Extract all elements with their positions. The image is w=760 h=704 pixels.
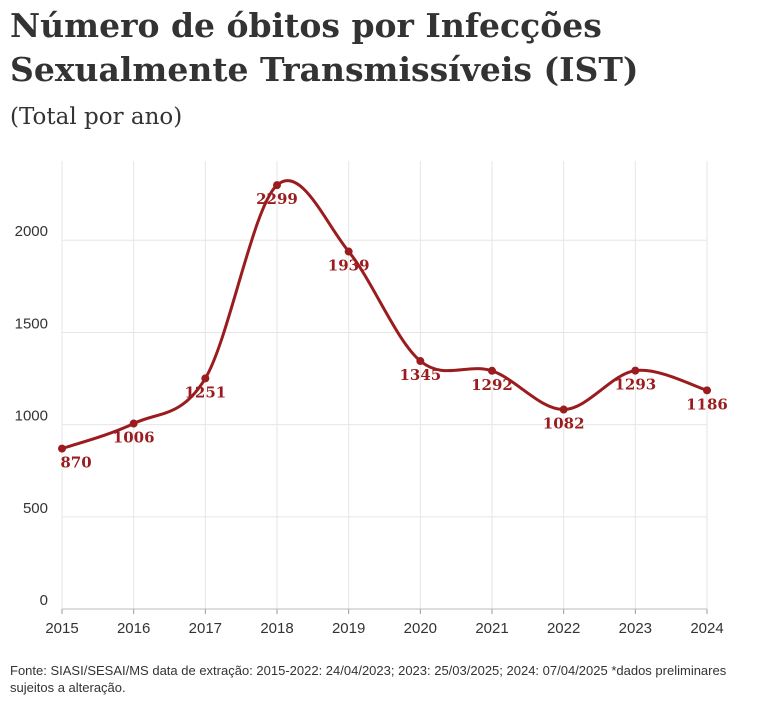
y-tick-label: 2000 xyxy=(15,223,48,240)
chart: 0 500 1000 1500 2000 2015 2016 2017 2018 2019 2020… xyxy=(15,161,728,637)
chart-title: Número de óbitos por Infecções Sexualmen… xyxy=(10,6,639,89)
data-label: 1251 xyxy=(184,383,226,401)
x-tick-label: 2017 xyxy=(189,620,222,637)
point xyxy=(201,374,210,383)
y-tick-label: 1000 xyxy=(15,408,48,425)
line xyxy=(61,179,708,451)
data-label: 2299 xyxy=(256,190,298,208)
x-tick-label: 2016 xyxy=(117,620,150,637)
point xyxy=(129,419,138,428)
x-tick-label: 2018 xyxy=(260,620,293,637)
data-label: 1292 xyxy=(471,376,513,394)
data-label: 870 xyxy=(60,454,91,472)
data-label: 1345 xyxy=(399,366,441,384)
x-tick-label: 2022 xyxy=(547,620,580,637)
source-note: Fonte: SIASI/SESAI/MS data de extração: … xyxy=(10,663,727,695)
data-label: 1939 xyxy=(328,257,370,275)
x-tick-label: 2021 xyxy=(475,620,508,637)
point xyxy=(631,366,640,375)
y-tick-label: 0 xyxy=(40,592,48,609)
x-tick-label: 2020 xyxy=(404,620,437,637)
point xyxy=(416,357,425,366)
data-label: 1186 xyxy=(686,395,728,413)
data-label: 1293 xyxy=(614,376,656,394)
x-tick-label: 2015 xyxy=(45,620,78,637)
x-tick-label: 2024 xyxy=(690,620,723,637)
y-tick-label: 1500 xyxy=(15,315,48,332)
point xyxy=(344,247,353,256)
y-tick-label: 500 xyxy=(23,500,48,517)
point xyxy=(58,444,66,453)
point xyxy=(559,405,568,414)
chart-subtitle: (Total por ano) xyxy=(10,104,183,130)
point xyxy=(273,181,281,190)
data-label: 1006 xyxy=(113,429,155,447)
point xyxy=(703,386,711,395)
x-tick-label: 2023 xyxy=(619,620,652,637)
point xyxy=(488,366,496,375)
data-label: 1082 xyxy=(543,415,585,433)
x-tick-label: 2019 xyxy=(332,620,365,637)
